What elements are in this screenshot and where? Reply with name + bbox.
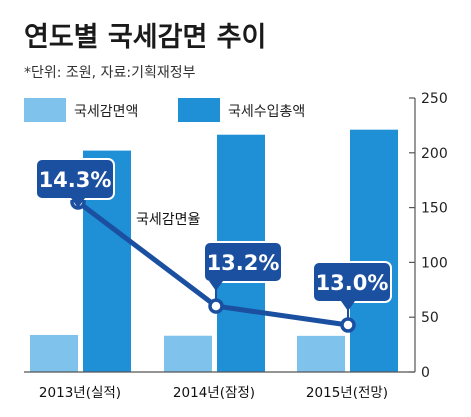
category-label: 2014년(잠정) <box>173 385 255 401</box>
y-tick-label: 0 <box>421 365 430 381</box>
y-tick-label: 150 <box>421 201 448 217</box>
y-tick-label: 50 <box>421 310 439 326</box>
chart-subtitle: *단위: 조원, 자료:기획재정부 <box>24 65 196 81</box>
category-labels: 2013년(실적) 2014년(잠정) 2015년(전망) <box>39 385 388 401</box>
chart-title: 연도별 국세감면 추이 <box>24 22 266 53</box>
rate-label: 13.0% <box>316 271 389 295</box>
rate-label-pointer <box>71 198 85 208</box>
legend-swatch-tax-reduction <box>24 98 66 122</box>
legend-swatch-tax-revenue <box>178 98 220 122</box>
bar-tax-reduction-2 <box>297 335 345 372</box>
rate-label-box <box>203 241 283 283</box>
y-tick-label: 250 <box>421 91 448 107</box>
category-label: 2013년(실적) <box>39 385 121 401</box>
rate-label: 13.2% <box>207 251 280 275</box>
legend-label-tax-revenue: 국세수입총액 <box>228 104 305 120</box>
rate-point <box>340 317 356 333</box>
bar-tax-reduction-1 <box>164 335 212 372</box>
legend-label-tax-reduction: 국세감면액 <box>74 104 138 120</box>
reduction-rate-series-label: 국세감면율 <box>136 212 201 228</box>
rate-label-pointer <box>341 301 355 311</box>
category-label: 2015년(전망) <box>306 385 388 401</box>
reduction-rate-line: 14.3% 13.2% 13.0% <box>35 158 392 333</box>
bar-tax-reduction-0 <box>30 334 78 372</box>
rate-point <box>208 298 224 314</box>
y-tick-label: 200 <box>421 146 448 162</box>
y-tick-label: 100 <box>421 255 448 271</box>
rate-label-pointer <box>209 281 223 291</box>
bar-tax-revenue-2 <box>350 129 398 372</box>
legend: 국세감면액 국세수입총액 <box>24 98 305 122</box>
y-axis: 0 50 100 150 200 250 <box>409 91 448 381</box>
rate-label: 14.3% <box>39 168 112 192</box>
